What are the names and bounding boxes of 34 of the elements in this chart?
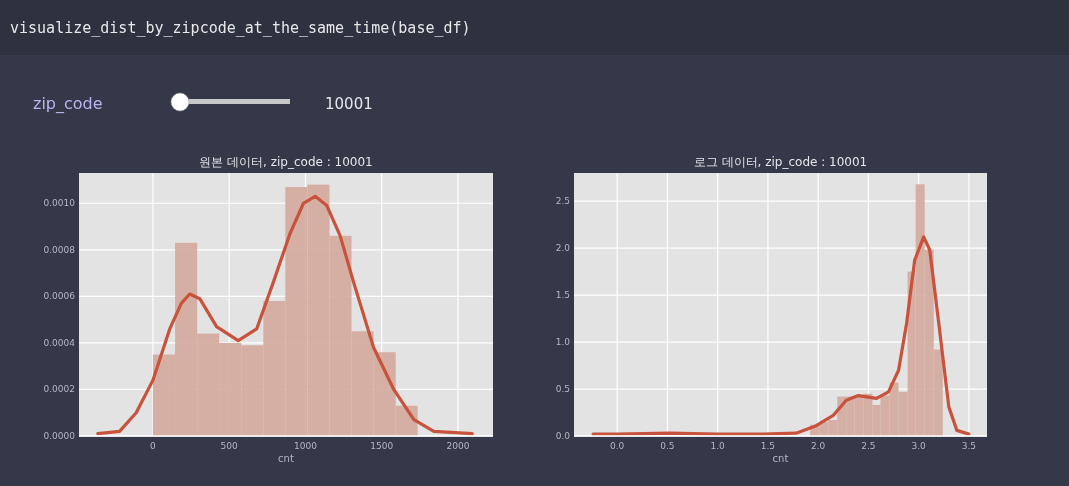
x-tick-label: 3.0 — [911, 441, 927, 451]
x-axis-title: cnt — [772, 453, 789, 464]
text: 10001 — [325, 95, 373, 113]
x-tick-label: 2.5 — [861, 441, 876, 451]
x-tick-label: 0 — [150, 441, 157, 451]
y-tick-label: 0.0000 — [43, 431, 76, 441]
text: visualize_dist_by_zipcode_at_the_same_time(base_df) — [10, 19, 471, 37]
text: zip_code — [33, 94, 103, 114]
y-tick-label: 0.0004 — [43, 337, 76, 348]
x-tick-label: 2.0 — [811, 441, 826, 451]
line-series — [591, 235, 971, 436]
x-tick-label: 3.5 — [961, 441, 977, 451]
y-tick-label: 0.0008 — [43, 244, 76, 255]
x-tick-label: 0.5 — [660, 441, 675, 451]
x-tick-label: 1000 — [293, 441, 318, 451]
x-tick-label: 1.5 — [760, 441, 776, 451]
x-tick-label: 1.0 — [710, 441, 726, 451]
chart-title: 로그 데이터, zip_code : 10001 — [693, 155, 868, 169]
y-tick-label: 2.5 — [555, 196, 570, 207]
x-axis-title: cnt — [278, 453, 294, 464]
y-tick-label: 2.0 — [555, 243, 571, 254]
line-series — [96, 194, 474, 436]
chart-title: 원본 데이터, zip_code : 10001 — [199, 155, 373, 169]
y-tick-label: 0.0 — [555, 431, 571, 441]
x-tick-label: 2000 — [446, 441, 470, 451]
x-tick-label: 1500 — [370, 441, 394, 451]
y-tick-label: 0.0002 — [43, 384, 75, 395]
x-tick-label: 500 — [220, 441, 239, 451]
y-tick-label: 0.5 — [555, 384, 570, 395]
y-tick-label: 1.0 — [555, 337, 571, 348]
y-tick-label: 0.0010 — [43, 198, 76, 209]
y-tick-label: 0.0006 — [43, 291, 76, 302]
x-tick-label: 0.0 — [610, 441, 625, 451]
y-tick-label: 1.5 — [555, 290, 570, 301]
